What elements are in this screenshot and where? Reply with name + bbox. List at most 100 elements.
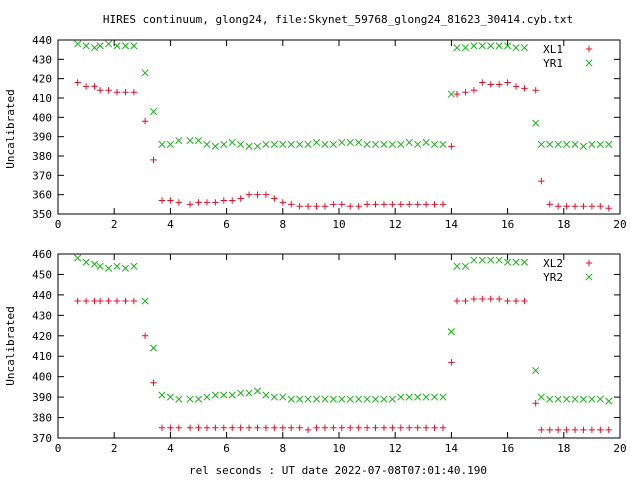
legend-marker <box>585 273 593 281</box>
data-point <box>605 205 612 212</box>
data-point <box>546 395 554 403</box>
data-point <box>141 118 149 125</box>
data-point <box>186 136 194 145</box>
data-point <box>195 424 202 431</box>
data-point <box>195 199 202 206</box>
data-point <box>532 400 539 407</box>
data-point <box>388 395 396 403</box>
y-tick-label: 420 <box>32 73 52 86</box>
y-tick-label: 380 <box>32 150 52 163</box>
data-point <box>605 397 613 405</box>
data-point <box>74 40 82 48</box>
data-point <box>470 87 478 94</box>
x-tick-label: 14 <box>445 218 459 231</box>
data-point <box>296 395 304 403</box>
y-tick-label: 360 <box>32 189 52 202</box>
data-point <box>237 140 245 148</box>
data-point <box>487 256 495 264</box>
y-tick-label: 440 <box>32 34 52 47</box>
data-point <box>512 83 520 90</box>
data-point <box>329 140 337 148</box>
data-point <box>546 140 554 148</box>
data-point <box>363 395 371 403</box>
data-point <box>237 424 244 431</box>
data-point <box>439 424 447 431</box>
data-point <box>406 201 413 208</box>
data-point <box>130 42 138 50</box>
x-tick-label: 8 <box>279 442 286 455</box>
data-point <box>439 201 447 208</box>
plot-frame <box>57 253 621 439</box>
data-point <box>346 395 354 403</box>
data-point <box>122 297 129 305</box>
data-point <box>538 177 545 185</box>
data-point <box>141 69 149 77</box>
data-point <box>338 201 346 208</box>
data-point <box>203 393 211 401</box>
data-point <box>520 44 529 52</box>
y-axis-label: Uncalibrated <box>4 89 17 168</box>
data-point <box>175 199 183 206</box>
data-point <box>262 191 270 198</box>
data-point <box>363 201 371 208</box>
data-point <box>321 203 329 210</box>
data-point <box>338 424 346 431</box>
data-point <box>262 140 270 148</box>
data-point <box>113 89 121 96</box>
data-point <box>186 201 194 208</box>
data-point <box>186 424 194 431</box>
data-point <box>237 195 244 202</box>
data-point <box>397 393 405 401</box>
data-point <box>447 328 455 336</box>
data-point <box>521 297 528 305</box>
data-point <box>363 424 371 431</box>
data-point <box>495 81 503 88</box>
y-tick-label: 390 <box>32 131 52 144</box>
data-point <box>296 203 303 210</box>
data-point <box>194 395 203 403</box>
data-point <box>321 140 329 148</box>
data-point <box>478 256 486 264</box>
x-tick-label: 20 <box>613 218 626 231</box>
data-point <box>372 201 379 208</box>
data-point <box>220 391 228 399</box>
data-point <box>563 203 570 210</box>
data-point <box>203 199 211 206</box>
data-point <box>329 395 337 403</box>
data-point <box>211 142 219 150</box>
data-point <box>96 87 104 94</box>
data-point <box>113 42 121 50</box>
data-point <box>487 81 494 88</box>
x-tick-label: 10 <box>332 218 345 231</box>
data-point <box>487 42 495 50</box>
data-point <box>313 424 320 431</box>
data-point <box>254 191 261 198</box>
data-point <box>532 119 540 127</box>
chart-title: HIRES continuum, glong24, file:Skynet_59… <box>103 13 573 26</box>
data-point <box>422 393 430 401</box>
data-point <box>338 395 346 403</box>
data-point <box>388 140 396 148</box>
data-point <box>279 140 287 148</box>
data-point <box>287 395 295 403</box>
data-point <box>271 424 278 431</box>
data-point <box>554 426 562 434</box>
x-tick-label: 12 <box>389 442 402 455</box>
data-point <box>186 395 194 403</box>
y-tick-label: 380 <box>32 412 52 425</box>
data-point <box>512 44 520 52</box>
x-tick-label: 4 <box>167 218 174 231</box>
data-point <box>461 44 470 52</box>
data-point <box>380 424 388 431</box>
data-point <box>82 297 90 305</box>
y-tick-label: 400 <box>32 371 52 384</box>
plot-panel-2: 370 380 390 400 410 420 430 440 450 460 0 2 4 6 8 10 12 1… <box>4 248 627 455</box>
data-point <box>262 424 270 431</box>
data-point <box>90 260 99 268</box>
data-point <box>167 424 174 431</box>
x-tick-label: 8 <box>279 218 286 231</box>
data-point <box>439 393 447 401</box>
